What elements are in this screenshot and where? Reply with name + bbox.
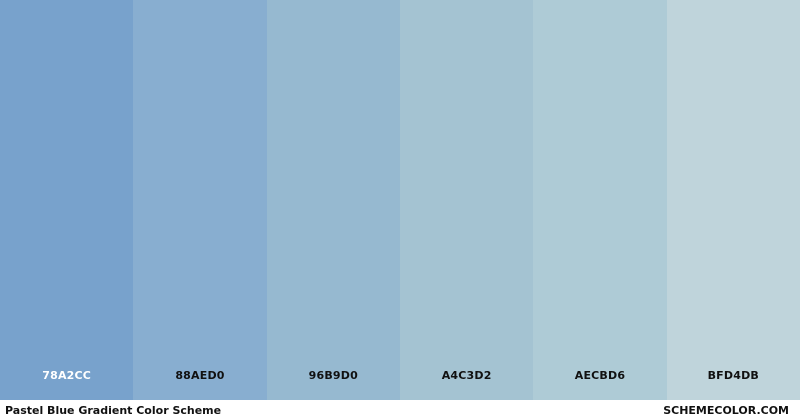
swatch-hex-label: AECBD6 — [574, 369, 626, 382]
color-swatch-1: 78A2CC — [0, 0, 134, 400]
swatch-hex-label: 78A2CC — [42, 369, 92, 382]
color-swatch-2: 88AED0 — [133, 0, 267, 400]
swatch-hex-label: 88AED0 — [175, 369, 225, 382]
swatch-hex-label: BFD4DB — [707, 369, 759, 382]
color-swatch-6: BFD4DB — [666, 0, 800, 400]
footer-bar: Pastel Blue Gradient Color Scheme SCHEME… — [0, 400, 800, 420]
swatch-hex-label: 96B9D0 — [308, 369, 358, 382]
color-swatch-5: AECBD6 — [533, 0, 667, 400]
swatch-hex-label: A4C3D2 — [441, 369, 492, 382]
color-palette: 78A2CC 88AED0 96B9D0 A4C3D2 AECBD6 BFD4D… — [0, 0, 800, 400]
color-swatch-4: A4C3D2 — [399, 0, 534, 400]
color-swatch-3: 96B9D0 — [266, 0, 400, 400]
site-link[interactable]: SCHEMECOLOR.COM — [663, 404, 789, 417]
scheme-title: Pastel Blue Gradient Color Scheme — [5, 404, 222, 417]
